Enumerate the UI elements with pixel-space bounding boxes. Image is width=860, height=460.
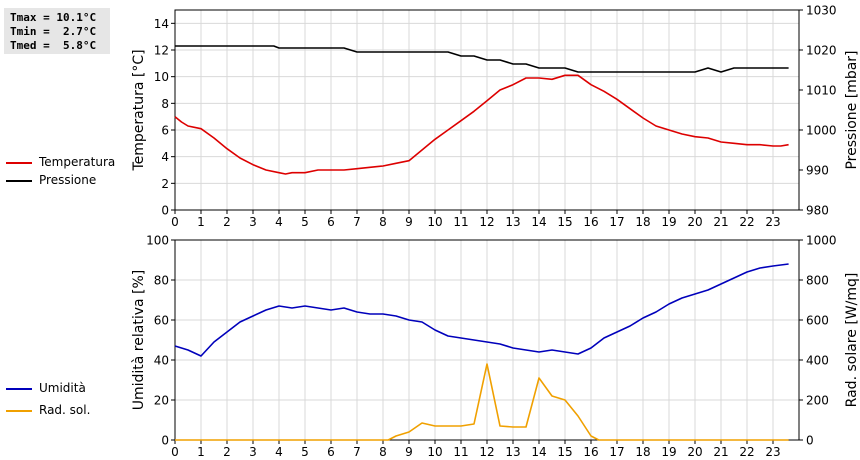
bottom-series-1-line bbox=[175, 363, 789, 441]
legend-label-radiazione: Rad. sol. bbox=[39, 403, 91, 417]
stats-tmax: Tmax = 10.1°C bbox=[10, 11, 97, 24]
bottom-xtick-label: 19 bbox=[661, 445, 676, 459]
top-xtick-label: 16 bbox=[583, 215, 598, 229]
top-xtick-label: 13 bbox=[505, 215, 520, 229]
bottom-xtick-label: 18 bbox=[635, 445, 650, 459]
stats-box: Tmax = 10.1°C Tmin = 2.7°C Tmed = 5.8°C bbox=[4, 8, 110, 54]
bottom-ytick-right-label: 0 bbox=[806, 434, 814, 448]
top-ytick-right-label: 1000 bbox=[806, 124, 837, 138]
top-ytick-left-label: 10 bbox=[154, 70, 169, 84]
top-xtick-label: 8 bbox=[379, 215, 387, 229]
top-ytick-left-label: 12 bbox=[154, 44, 169, 58]
bottom-xtick-label: 4 bbox=[275, 445, 283, 459]
top-ylabel-right: Pressione [mbar] bbox=[844, 50, 860, 169]
top-xtick-label: 17 bbox=[609, 215, 624, 229]
legend-label-temperatura: Temperatura bbox=[39, 155, 116, 169]
legend-label-umidita: Umidità bbox=[39, 381, 86, 395]
bottom-xtick-label: 2 bbox=[223, 445, 231, 459]
bottom-xtick-label: 1 bbox=[197, 445, 205, 459]
bottom-ytick-right-label: 800 bbox=[806, 274, 829, 288]
stats-tmin: Tmin = 2.7°C bbox=[10, 25, 97, 38]
top-xtick-label: 22 bbox=[739, 215, 754, 229]
bottom-xtick-label: 9 bbox=[405, 445, 413, 459]
top-ytick-right-label: 980 bbox=[806, 204, 829, 218]
bottom-xtick-label: 16 bbox=[583, 445, 598, 459]
bottom-ytick-right-label: 1000 bbox=[806, 234, 837, 248]
bottom-xtick-label: 3 bbox=[249, 445, 257, 459]
legend-swatch-temperatura bbox=[6, 162, 32, 164]
bottom-xtick-label: 22 bbox=[739, 445, 754, 459]
bottom-xtick-label: 7 bbox=[353, 445, 361, 459]
top-xtick-label: 7 bbox=[353, 215, 361, 229]
bottom-xtick-label: 17 bbox=[609, 445, 624, 459]
top-series-1-line bbox=[175, 45, 789, 73]
bottom-ytick-left-label: 40 bbox=[154, 354, 169, 368]
top-ytick-left-label: 4 bbox=[161, 150, 169, 164]
legend-label-pressione: Pressione bbox=[39, 173, 97, 187]
top-xtick-label: 21 bbox=[713, 215, 728, 229]
top-xtick-label: 18 bbox=[635, 215, 650, 229]
top-xtick-label: 1 bbox=[197, 215, 205, 229]
top-ytick-left-label: 8 bbox=[161, 97, 169, 111]
top-ytick-left-label: 6 bbox=[161, 124, 169, 138]
top-xtick-label: 9 bbox=[405, 215, 413, 229]
bottom-ylabel-right: Rad. solare [W/mq] bbox=[844, 273, 860, 408]
bottom-ytick-left-label: 80 bbox=[154, 274, 169, 288]
bottom-xtick-label: 8 bbox=[379, 445, 387, 459]
top-xtick-label: 14 bbox=[531, 215, 546, 229]
top-xtick-label: 10 bbox=[427, 215, 442, 229]
bottom-series-0-line bbox=[174, 263, 789, 357]
chart-humidity-radiation: 0 1 2 3 4 5 6 7 8 9 10 11 12 13 14 15 16 17 18 19 20 21 22 2302… bbox=[131, 234, 860, 460]
top-xtick-label: 15 bbox=[557, 215, 572, 229]
bottom-xtick-label: 23 bbox=[765, 445, 780, 459]
legend-swatch-pressione bbox=[6, 180, 32, 182]
bottom-xtick-label: 21 bbox=[713, 445, 728, 459]
top-ytick-right-label: 1010 bbox=[806, 84, 837, 98]
top-ytick-right-label: 1030 bbox=[806, 4, 837, 18]
top-ylabel-left: Temperatura [°C] bbox=[131, 49, 147, 171]
top-xtick-label: 4 bbox=[275, 215, 283, 229]
bottom-xtick-label: 6 bbox=[327, 445, 335, 459]
bottom-ytick-right-label: 600 bbox=[806, 314, 829, 328]
top-xtick-label: 2 bbox=[223, 215, 231, 229]
bottom-xtick-label: 15 bbox=[557, 445, 572, 459]
top-ytick-left-label: 14 bbox=[154, 17, 169, 31]
bottom-ytick-left-label: 100 bbox=[146, 234, 169, 248]
bottom-ytick-right-label: 200 bbox=[806, 394, 829, 408]
stats-tmed: Tmed = 5.8°C bbox=[10, 39, 97, 52]
bottom-ytick-left-label: 60 bbox=[154, 314, 169, 328]
top-plot-frame bbox=[174, 9, 800, 211]
top-ytick-right-label: 1020 bbox=[806, 44, 837, 58]
bottom-ylabel-left: Umidità relativa [%] bbox=[131, 270, 147, 411]
bottom-ytick-right-label: 400 bbox=[806, 354, 829, 368]
top-xtick-label: 23 bbox=[765, 215, 780, 229]
bottom-ytick-left-label: 0 bbox=[161, 434, 169, 448]
top-ytick-left-label: 2 bbox=[161, 177, 169, 191]
bottom-ytick-left-label: 20 bbox=[154, 394, 169, 408]
top-xtick-label: 0 bbox=[171, 215, 179, 229]
bottom-xtick-label: 12 bbox=[479, 445, 494, 459]
bottom-xtick-label: 0 bbox=[171, 445, 179, 459]
bottom-plot-frame bbox=[174, 239, 800, 441]
top-xtick-label: 11 bbox=[453, 215, 468, 229]
top-xtick-label: 12 bbox=[479, 215, 494, 229]
top-xtick-label: 20 bbox=[687, 215, 702, 229]
chart-temperature-pressure: 0 1 2 3 4 5 6 7 8 9 10 11 12 13 14 15 16 17 18 19 20 21 22 2302… bbox=[131, 4, 860, 230]
bottom-xtick-label: 14 bbox=[531, 445, 546, 459]
bottom-xtick-label: 11 bbox=[453, 445, 468, 459]
bottom-xtick-label: 13 bbox=[505, 445, 520, 459]
top-xtick-label: 3 bbox=[249, 215, 257, 229]
top-xtick-label: 19 bbox=[661, 215, 676, 229]
top-ytick-right-label: 990 bbox=[806, 164, 829, 178]
legend-swatch-umidita bbox=[6, 388, 32, 390]
top-series-0-line bbox=[174, 74, 789, 175]
top-xtick-label: 6 bbox=[327, 215, 335, 229]
legend-swatch-radiazione bbox=[6, 410, 32, 412]
top-ytick-left-label: 0 bbox=[161, 204, 169, 218]
top-xtick-label: 5 bbox=[301, 215, 309, 229]
bottom-xtick-label: 5 bbox=[301, 445, 309, 459]
bottom-xtick-label: 10 bbox=[427, 445, 442, 459]
bottom-xtick-label: 20 bbox=[687, 445, 702, 459]
